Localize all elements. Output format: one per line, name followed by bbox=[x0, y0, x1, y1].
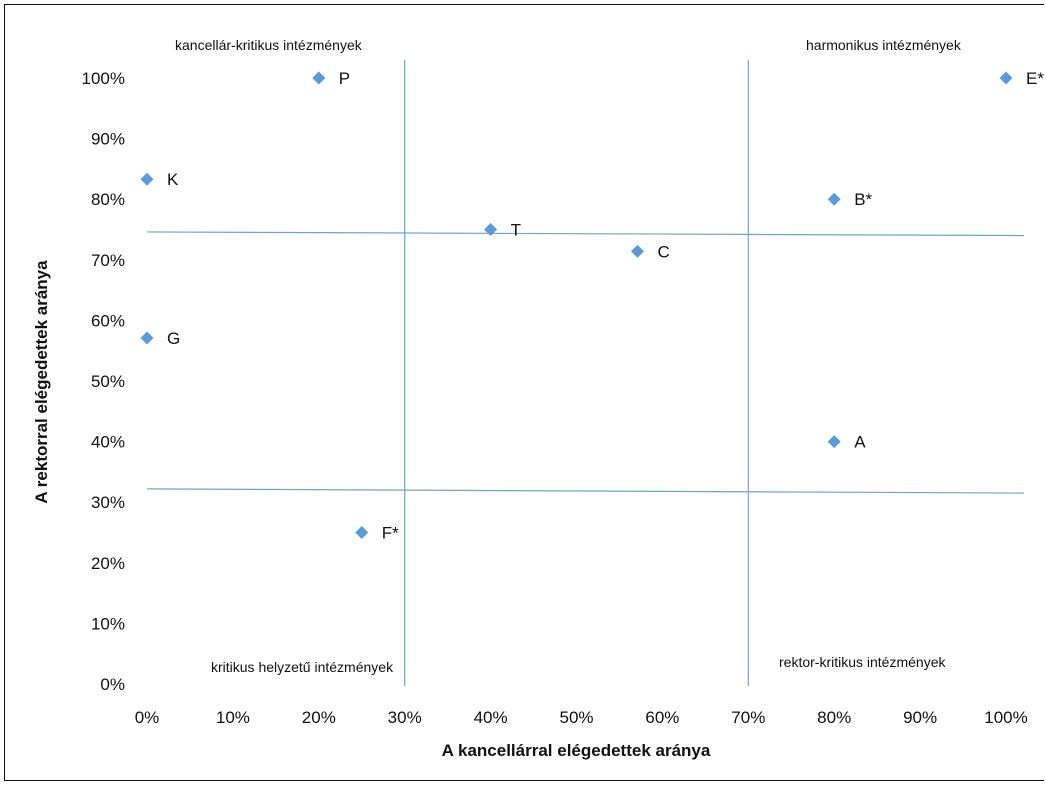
data-label: C bbox=[657, 242, 669, 261]
reference-lines bbox=[146, 60, 1025, 686]
x-tick-label: 20% bbox=[302, 708, 336, 727]
x-tick-label: 40% bbox=[474, 708, 508, 727]
x-axis-title: A kancellárral elégedettek aránya bbox=[442, 741, 711, 760]
data-point-g bbox=[140, 331, 154, 345]
quadrant-label-top-right: harmonikus intézmények bbox=[806, 37, 962, 53]
x-tick-label: 30% bbox=[388, 708, 422, 727]
x-tick-label: 90% bbox=[903, 708, 937, 727]
data-point-a bbox=[827, 435, 841, 449]
y-tick-label: 20% bbox=[91, 554, 125, 573]
y-tick-label: 60% bbox=[91, 311, 125, 330]
y-tick-label: 100% bbox=[82, 69, 125, 88]
y-tick-label: 40% bbox=[91, 433, 125, 452]
reference-line-horizontal-3 bbox=[146, 231, 1025, 237]
data-point-t bbox=[484, 223, 498, 236]
reference-line-horizontal-4 bbox=[146, 488, 1025, 494]
data-point-p bbox=[312, 71, 326, 85]
quadrant-label-bottom-left: kritikus helyzetű intézmények bbox=[211, 659, 394, 675]
data-point-b-star bbox=[827, 192, 841, 206]
y-tick-label: 0% bbox=[100, 675, 125, 694]
x-tick-label: 80% bbox=[817, 708, 851, 727]
data-label: B* bbox=[854, 190, 872, 209]
x-tick-label: 100% bbox=[984, 708, 1027, 727]
data-label: E* bbox=[1026, 69, 1044, 88]
data-label: P bbox=[339, 69, 350, 88]
chart-frame bbox=[4, 4, 1044, 781]
y-tick-label: 90% bbox=[91, 130, 125, 149]
y-axis-title: A rektorral elégedettek aránya bbox=[32, 260, 51, 504]
data-points: P E* K B* T C G A F* bbox=[140, 69, 1044, 543]
x-tick-label: 70% bbox=[731, 708, 765, 727]
x-tick-label: 0% bbox=[135, 708, 160, 727]
data-point-e-star bbox=[999, 71, 1013, 85]
quadrant-label-bottom-right: rektor-kritikus intézmények bbox=[779, 654, 946, 670]
data-label: G bbox=[167, 329, 180, 348]
data-point-k bbox=[140, 172, 154, 186]
y-tick-label: 10% bbox=[91, 614, 125, 633]
y-tick-label: 80% bbox=[91, 190, 125, 209]
y-tick-label: 30% bbox=[91, 493, 125, 512]
data-label: A bbox=[854, 433, 866, 452]
y-tick-label: 70% bbox=[91, 251, 125, 270]
data-point-f-star bbox=[355, 526, 369, 539]
axis-ticks: 0% 10% 20% 30% 40% 50% 60% 70% 80% 90% 100% 0% 10% 20… bbox=[82, 69, 1028, 727]
x-tick-label: 10% bbox=[216, 708, 250, 727]
x-tick-label: 60% bbox=[645, 708, 679, 727]
data-label: K bbox=[167, 170, 179, 189]
data-point-c bbox=[630, 244, 644, 258]
x-tick-label: 50% bbox=[559, 708, 593, 727]
y-tick-label: 50% bbox=[91, 372, 125, 391]
quadrant-labels: kancellár-kritikus intézmények harmoniku… bbox=[175, 37, 962, 675]
data-label: T bbox=[511, 221, 521, 240]
data-label: F* bbox=[382, 524, 399, 543]
quadrant-label-top-left: kancellár-kritikus intézmények bbox=[175, 37, 363, 53]
